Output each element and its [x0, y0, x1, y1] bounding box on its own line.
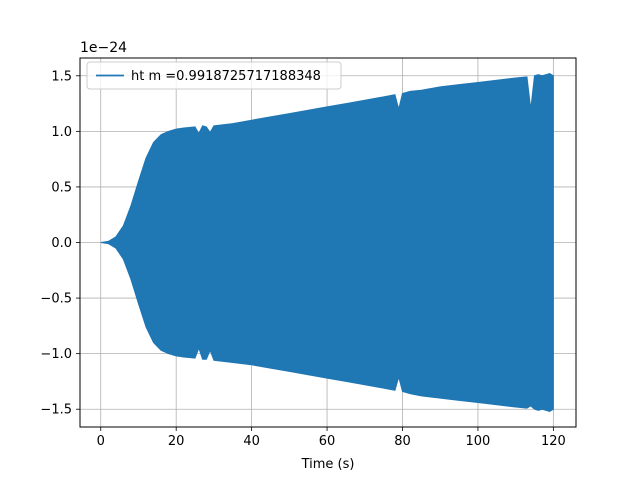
- x-axis-ticks: 0 20 40 60 80 100 120: [97, 427, 566, 449]
- y-tick-label: −1.5: [40, 403, 72, 418]
- y-tick-label: 1.5: [51, 69, 72, 84]
- x-tick-label: 100: [466, 434, 491, 449]
- legend: ht m =0.9918725717188348: [86, 61, 342, 90]
- y-tick-label: −0.5: [40, 292, 72, 307]
- x-tick-label: 80: [394, 434, 411, 449]
- legend-box: [86, 61, 342, 90]
- x-tick-label: 20: [168, 434, 185, 449]
- x-tick-label: 60: [319, 434, 336, 449]
- y-tick-label: −1.0: [40, 347, 72, 362]
- plot-series: [100, 73, 554, 412]
- x-axis-label: Time (s): [301, 457, 355, 472]
- x-tick-label: 0: [97, 434, 105, 449]
- legend-label: ht m =0.9918725717188348: [131, 69, 321, 84]
- y-tick-label: 1.0: [51, 125, 72, 140]
- x-tick-label: 40: [243, 434, 260, 449]
- y-axis-ticks: −1.5 −1.0 −0.5 0.0 0.5 1.0 1.5: [40, 69, 80, 418]
- series-envelope: [100, 73, 554, 412]
- y-tick-label: 0.5: [51, 180, 72, 195]
- y-scale-label: 1e−24: [80, 40, 127, 56]
- x-tick-label: 120: [541, 434, 566, 449]
- y-tick-label: 0.0: [51, 236, 72, 251]
